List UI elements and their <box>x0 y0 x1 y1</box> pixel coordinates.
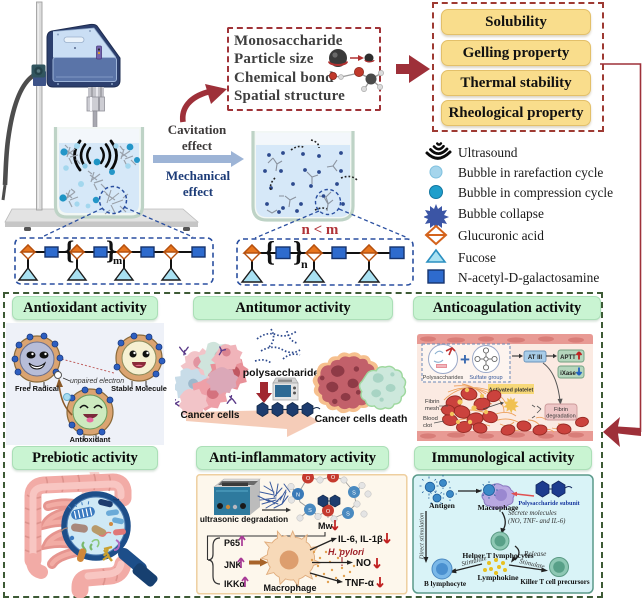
svg-text:Free Radical: Free Radical <box>15 384 59 393</box>
svg-text:Fibrin: Fibrin <box>425 399 440 405</box>
svg-text:Stable Molecule: Stable Molecule <box>111 384 167 393</box>
svg-text:IKKα: IKKα <box>224 579 245 589</box>
svg-text:NO: NO <box>356 558 371 569</box>
svg-text:polysaccharide: polysaccharide <box>243 367 320 379</box>
svg-text:Secrete molecules: Secrete molecules <box>508 510 557 517</box>
svg-text:N-acetyl-D-galactosamine: N-acetyl-D-galactosamine <box>458 270 599 285</box>
svg-text:O: O <box>331 475 336 481</box>
svg-text:Polysaccharides: Polysaccharides <box>423 375 464 381</box>
svg-text:Glucuronic acid: Glucuronic acid <box>458 228 544 243</box>
svg-text:Cancer cells death: Cancer cells death <box>315 413 408 425</box>
svg-text:iXase: iXase <box>560 371 576 377</box>
svg-text:H. pylori: H. pylori <box>328 547 365 557</box>
svg-text:Polysaccharide subunit: Polysaccharide subunit <box>518 500 580 507</box>
svg-text:Bubble in compression cycle: Bubble in compression cycle <box>458 185 613 200</box>
svg-text:Activated platelet: Activated platelet <box>489 387 534 393</box>
svg-text:O: O <box>326 509 331 515</box>
svg-text:}: } <box>293 237 304 268</box>
svg-text:clot: clot <box>423 423 432 429</box>
svg-text:(NO, TNF- and IL-6): (NO, TNF- and IL-6) <box>508 518 566 525</box>
svg-text:m: m <box>113 255 122 267</box>
svg-text:Bubble in rarefaction cycle: Bubble in rarefaction cycle <box>458 165 603 180</box>
svg-text:Blood: Blood <box>423 416 438 422</box>
svg-text:N: N <box>296 492 300 498</box>
svg-text:IL-6, IL-1β: IL-6, IL-1β <box>338 534 383 545</box>
svg-text:{: { <box>64 236 74 265</box>
svg-text:Ultrasound: Ultrasound <box>458 145 518 160</box>
svg-text:JNK: JNK <box>224 560 243 570</box>
svg-text:B lymphocyte: B lymphocyte <box>424 580 466 588</box>
svg-text:Macrophage: Macrophage <box>263 583 316 593</box>
svg-text:Fibrin: Fibrin <box>554 407 568 413</box>
svg-text:degradation: degradation <box>546 414 576 420</box>
svg-text:Antioxidant: Antioxidant <box>70 435 111 444</box>
svg-text:unpaired electron: unpaired electron <box>70 378 124 385</box>
svg-text:Helper T lymphocytes: Helper T lymphocytes <box>462 551 533 560</box>
svg-text:O: O <box>306 476 311 482</box>
svg-text:+: + <box>460 350 470 369</box>
svg-text:TNF-α: TNF-α <box>345 578 375 589</box>
svg-text:Sulfate group: Sulfate group <box>469 375 502 381</box>
svg-text:}: } <box>106 236 116 265</box>
svg-text:Antigen: Antigen <box>429 501 456 510</box>
svg-text:Lymphokine: Lymphokine <box>478 573 520 582</box>
svg-text:Macrophage: Macrophage <box>478 503 519 512</box>
svg-text:mesh: mesh <box>425 406 439 412</box>
svg-text:APTT: APTT <box>560 355 576 361</box>
svg-text:Bubble collapse: Bubble collapse <box>458 206 544 221</box>
svg-text:Killer T cell precursors: Killer T cell precursors <box>520 578 590 586</box>
svg-text:Release: Release <box>523 550 547 558</box>
svg-text:Direct stimulation: Direct stimulation <box>419 513 426 560</box>
svg-text:{: { <box>264 237 275 268</box>
svg-text:Cancer cells: Cancer cells <box>181 410 240 421</box>
svg-text:S: S <box>308 508 312 514</box>
svg-text:Mw: Mw <box>318 521 333 531</box>
svg-text:S: S <box>352 490 356 496</box>
svg-text:P65: P65 <box>224 538 240 548</box>
svg-text:Fucose: Fucose <box>458 250 496 265</box>
svg-text:ultrasonic degradation: ultrasonic degradation <box>200 515 288 524</box>
svg-text:n: n <box>301 257 308 271</box>
svg-text:AT III: AT III <box>528 355 543 361</box>
svg-text:S: S <box>346 511 350 517</box>
